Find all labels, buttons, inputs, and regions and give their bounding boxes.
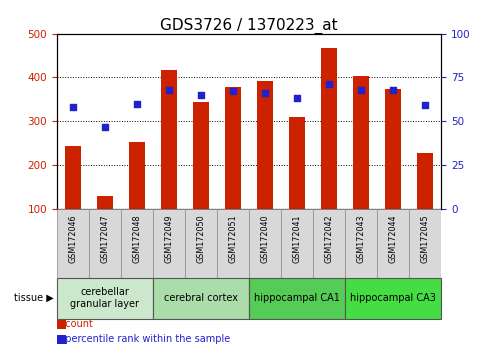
Text: GSM172051: GSM172051 <box>228 215 238 263</box>
Text: cerebellar
granular layer: cerebellar granular layer <box>70 287 139 309</box>
Point <box>325 82 333 87</box>
Text: GSM172049: GSM172049 <box>164 215 174 263</box>
Bar <box>385 89 401 209</box>
Bar <box>281 209 313 278</box>
Point <box>389 87 397 92</box>
Bar <box>377 209 409 278</box>
Point <box>165 87 173 92</box>
Text: GSM172045: GSM172045 <box>421 215 430 263</box>
Text: GSM172044: GSM172044 <box>388 215 398 263</box>
Title: GDS3726 / 1370223_at: GDS3726 / 1370223_at <box>160 17 338 34</box>
Text: GSM172048: GSM172048 <box>132 215 141 263</box>
Bar <box>97 196 113 209</box>
Point <box>293 96 301 101</box>
Point <box>229 88 237 94</box>
Text: GSM172040: GSM172040 <box>260 215 270 263</box>
Point <box>133 101 141 107</box>
Bar <box>121 209 153 278</box>
Point <box>357 87 365 92</box>
Point <box>101 124 108 129</box>
Bar <box>65 146 81 209</box>
Bar <box>409 209 441 278</box>
Bar <box>193 102 209 209</box>
Bar <box>257 81 273 209</box>
Text: count: count <box>59 319 93 330</box>
Text: GSM172041: GSM172041 <box>292 215 302 263</box>
Bar <box>153 209 185 278</box>
Bar <box>417 153 433 209</box>
Text: GSM172050: GSM172050 <box>196 215 206 263</box>
Text: GSM172043: GSM172043 <box>356 215 366 263</box>
Text: GSM172047: GSM172047 <box>100 215 109 263</box>
Text: percentile rank within the sample: percentile rank within the sample <box>59 334 230 344</box>
Bar <box>153 278 249 319</box>
Bar <box>129 142 145 209</box>
Bar <box>289 117 305 209</box>
Text: GSM172046: GSM172046 <box>68 215 77 263</box>
Point <box>69 104 77 110</box>
Point <box>421 103 429 108</box>
Text: cerebral cortex: cerebral cortex <box>164 293 238 303</box>
Bar <box>249 209 281 278</box>
Bar <box>345 209 377 278</box>
Bar <box>89 209 121 278</box>
Bar <box>161 70 177 209</box>
Point <box>197 92 205 98</box>
Bar <box>225 87 241 209</box>
Bar <box>321 48 337 209</box>
Text: tissue ▶: tissue ▶ <box>14 293 54 303</box>
Text: hippocampal CA1: hippocampal CA1 <box>254 293 340 303</box>
Bar <box>353 76 369 209</box>
Bar <box>217 209 249 278</box>
Bar <box>57 209 89 278</box>
Text: GSM172042: GSM172042 <box>324 215 334 263</box>
Bar <box>249 278 345 319</box>
Point <box>261 90 269 96</box>
Bar <box>345 278 441 319</box>
Bar <box>313 209 345 278</box>
Text: hippocampal CA3: hippocampal CA3 <box>350 293 436 303</box>
Bar <box>57 278 153 319</box>
Bar <box>185 209 217 278</box>
